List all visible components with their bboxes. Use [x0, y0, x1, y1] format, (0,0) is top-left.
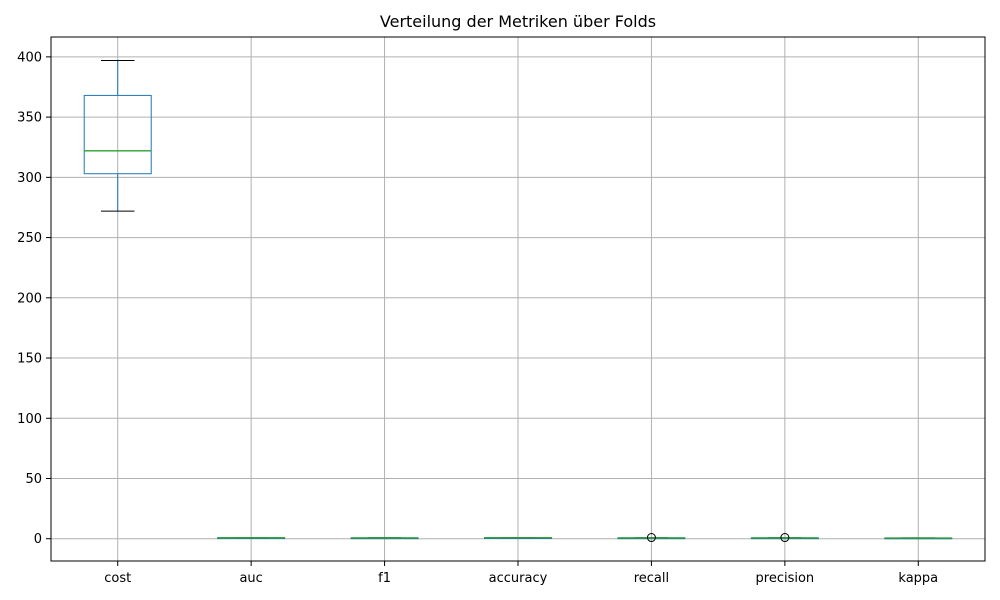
y-tick-label: 50: [25, 472, 42, 487]
box-layer: [83, 59, 953, 543]
y-tick-label: 100: [17, 412, 42, 427]
outlier-point: [646, 533, 656, 543]
y-tick-label: 400: [17, 50, 42, 65]
y-tick-label: 150: [17, 352, 42, 367]
box-kappa: [884, 537, 953, 540]
box-accuracy: [484, 537, 552, 539]
box-cost: [83, 59, 152, 212]
x-tick-label-precision: precision: [756, 571, 815, 586]
x-tick-label-accuracy: accuracy: [489, 571, 548, 586]
x-tick-label-f1: f1: [378, 571, 391, 586]
x-tick-label-kappa: kappa: [898, 571, 938, 586]
box-precision: [750, 533, 819, 543]
grid-layer: [51, 37, 985, 561]
chart-title: Verteilung der Metriken über Folds: [379, 12, 657, 31]
y-tick-label: 0: [34, 532, 42, 547]
box-f1: [350, 537, 419, 540]
x-tick-label-recall: recall: [634, 571, 669, 586]
outlier-point: [780, 533, 790, 543]
y-tick-label: 200: [17, 291, 42, 306]
y-tick-label: 250: [17, 231, 42, 246]
axis-layer: 0 50 100 150 200 250 300 350 400 cost auc f1 accurac…: [17, 50, 938, 586]
y-tick-label: 300: [17, 171, 42, 186]
box-auc: [217, 537, 286, 540]
x-tick-label-cost: cost: [104, 571, 131, 586]
box-recall: [617, 533, 686, 543]
box-body: [83, 94, 152, 175]
y-tick-label: 350: [17, 111, 42, 126]
x-tick-label-auc: auc: [239, 571, 262, 586]
